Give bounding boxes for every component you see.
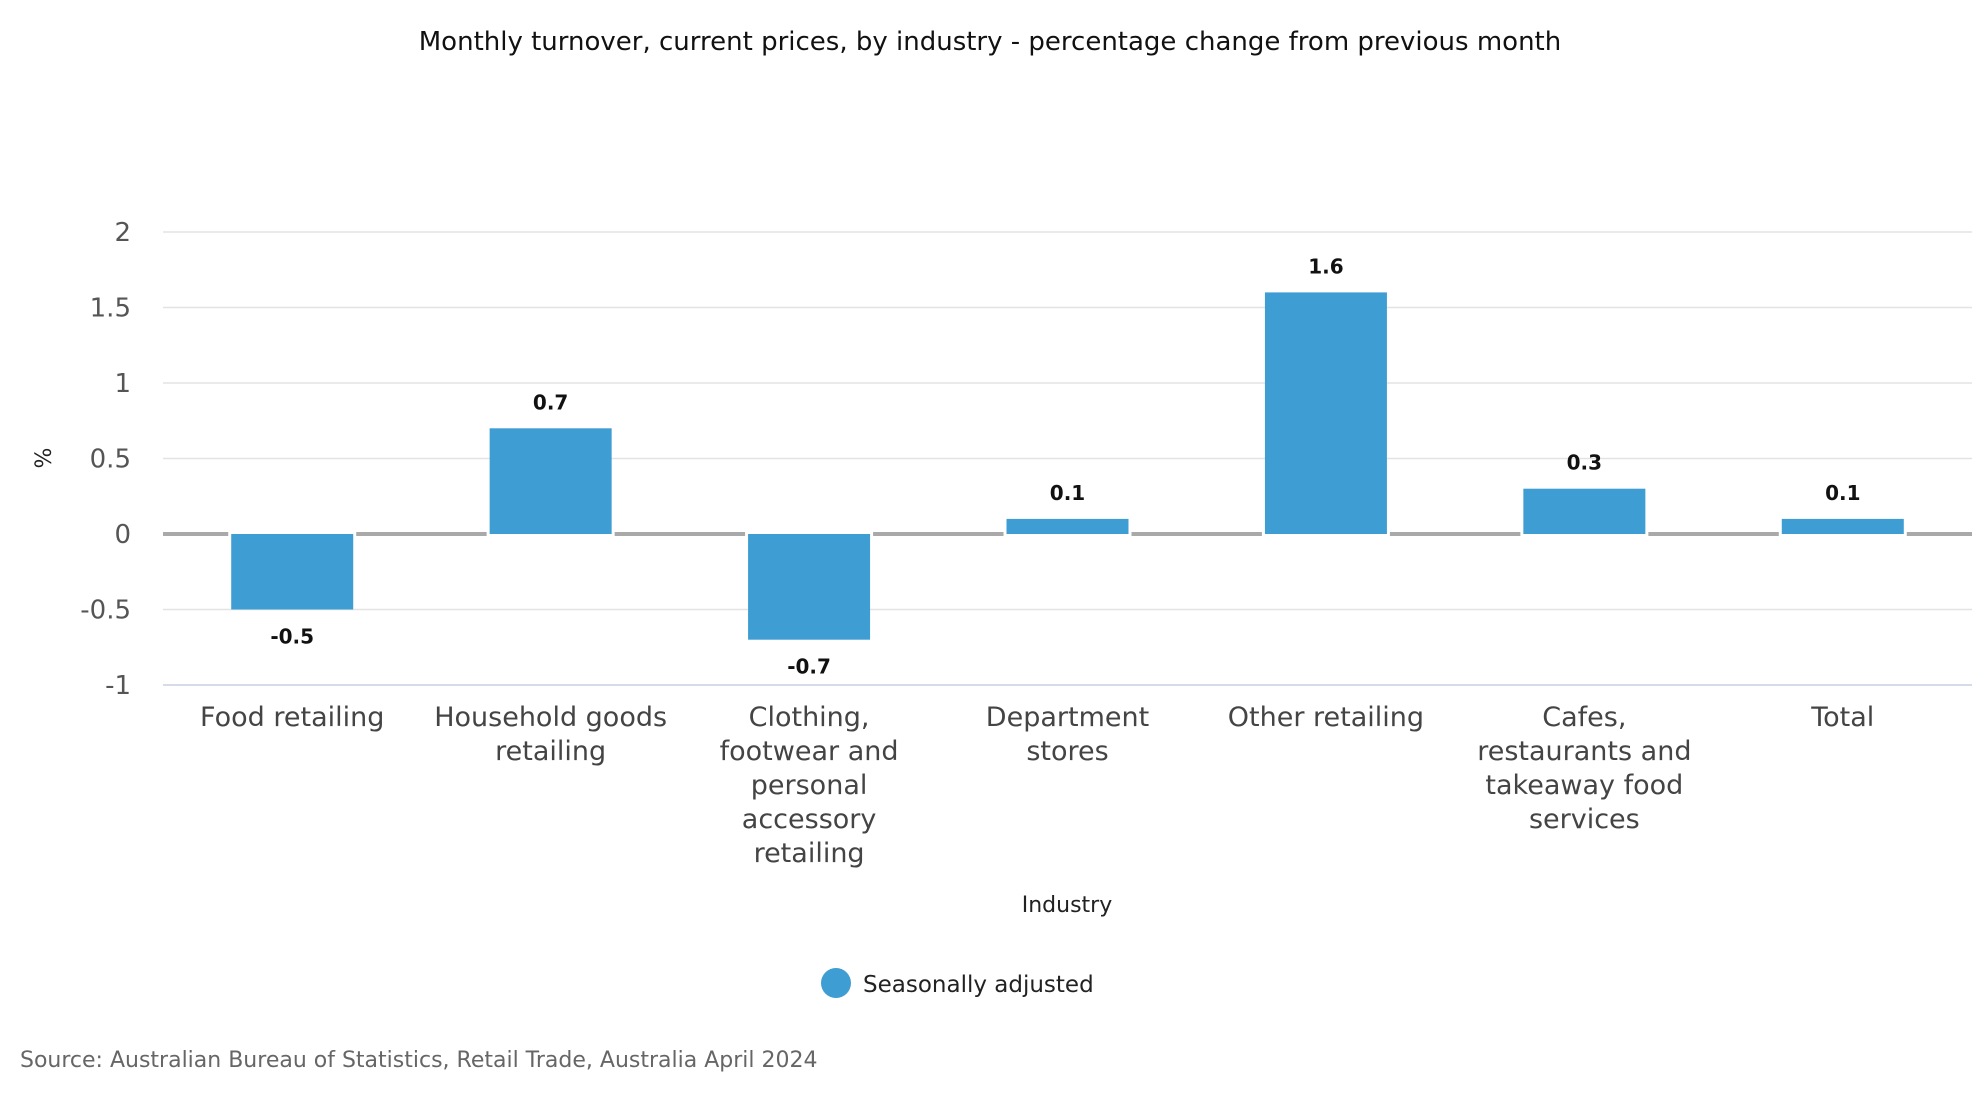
y-axis-ticks: 2 1.5 1 0.5 0 -0.5 -1 [80,218,131,701]
data-labels: -0.5 0.7 -0.7 0.1 1.6 0.3 0.1 [270,254,1860,678]
y-tick-label: 0 [114,520,131,550]
legend-swatch-seasonally-adjusted[interactable] [821,968,851,998]
legend-label-seasonally-adjusted[interactable]: Seasonally adjusted [863,972,1094,998]
x-tick-label-total: Total [1810,702,1874,733]
bar-food-retailing[interactable] [231,534,354,610]
data-label-household-goods-retailing: 0.7 [533,390,568,414]
data-label-department-stores: 0.1 [1050,481,1085,505]
x-axis-title: Industry [1022,893,1113,918]
bar-total[interactable] [1781,518,1904,534]
data-label-food-retailing: -0.5 [270,625,314,649]
x-tick-label-household-goods-retailing: Household goods retailing [434,702,667,767]
legend[interactable]: Seasonally adjusted [821,968,1094,998]
y-tick-label: 1 [114,369,131,399]
data-label-clothing-footwear-and-personal-accessory-retailing: -0.7 [787,655,831,679]
y-axis-title: % [32,448,57,469]
bar-other-retailing[interactable] [1264,292,1387,534]
x-tick-label-cafes-restaurants-and-takeaway-food-services: Cafes, restaurants and takeaway food servic… [1477,702,1691,835]
gridlines [163,231,1972,686]
y-tick-label: -1 [105,671,131,701]
bar-department-stores[interactable] [1006,518,1129,534]
x-tick-label-clothing-footwear-and-personal-accessory-retailing: Clothing, footwear and personal accessory re… [720,702,899,869]
y-tick-label: 1.5 [90,294,131,324]
y-tick-label: 2 [114,218,131,248]
x-tick-label-other-retailing: Other retailing [1228,702,1424,733]
bar-household-goods-retailing[interactable] [489,428,612,534]
y-tick-label: -0.5 [80,596,131,626]
chart-title: Monthly turnover, current prices, by ind… [419,27,1561,57]
x-axis-ticks: Food retailing Household goods retailing Cl… [200,702,1874,869]
x-tick-label-food-retailing: Food retailing [200,702,384,733]
bars [231,292,1904,640]
bar-cafes-restaurants-and-takeaway-food-services[interactable] [1523,488,1646,534]
data-label-other-retailing: 1.6 [1308,254,1343,278]
y-tick-label: 0.5 [90,445,131,475]
x-tick-label-department-stores: Department stores [986,702,1149,767]
data-label-cafes-restaurants-and-takeaway-food-services: 0.3 [1567,451,1602,475]
data-label-total: 0.1 [1825,481,1860,505]
source-note: Source: Australian Bureau of Statistics,… [20,1048,817,1073]
bar-clothing-footwear-and-personal-accessory-retailing[interactable] [748,534,871,640]
